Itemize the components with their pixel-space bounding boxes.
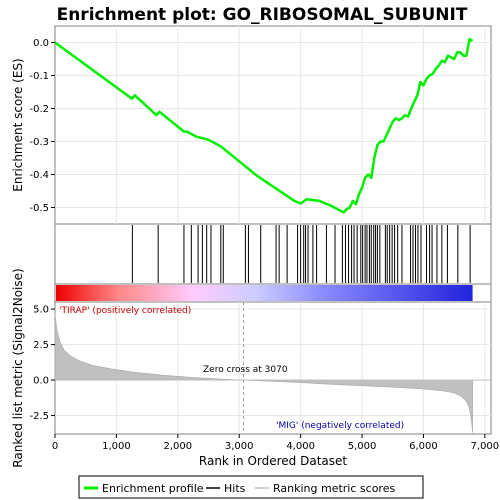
metric-y-tick-label: 5.0	[33, 305, 49, 316]
negative-correlation-label: 'MIG' (negatively correlated)	[276, 421, 404, 431]
metric-y-tick-label: 0.0	[33, 376, 49, 387]
gradient-group	[56, 285, 473, 301]
x-tick-label: 1,000	[102, 441, 131, 452]
es-y-tick-label: -0.5	[29, 203, 49, 214]
legend: Enrichment profile Hits Ranking metric s…	[78, 475, 424, 499]
x-axis-label: Rank in Ordered Dataset	[199, 454, 347, 468]
metric-panel-frame	[54, 301, 492, 435]
es-y-tick-label: -0.1	[29, 71, 49, 82]
es-y-tick-label: -0.3	[29, 137, 49, 148]
metric-y-axis-label: Ranked list metric (Signal2Noise)	[11, 268, 25, 467]
positive-correlation-label: 'TIRAP' (positively correlated)	[59, 306, 191, 316]
legend-metric-label: Ranking metric scores	[273, 482, 395, 495]
es-y-axis-label: Enrichment score (ES)	[11, 58, 25, 191]
x-tick-label: 5,000	[348, 441, 377, 452]
es-y-tick-label: -0.4	[29, 170, 49, 181]
x-tick-label: 6,000	[409, 441, 438, 452]
es-y-tick-label: 0.0	[33, 38, 49, 49]
es-y-ticks: 0.0 -0.1 -0.2 -0.3 -0.4 -0.5	[29, 38, 55, 214]
metric-y-ticks: 5.0 2.5 0.0 -2.5	[29, 305, 55, 422]
x-ticks: 0 1,000 2,000 3,000 4,000 5,000 6,000 7,000	[52, 434, 499, 452]
x-tick-label: 4,000	[286, 441, 315, 452]
es-grid	[55, 26, 491, 224]
metric-y-tick-label: 2.5	[33, 340, 49, 351]
x-tick-label: 2,000	[163, 441, 192, 452]
chart-title: Enrichment plot: GO_RIBOSOMAL_SUBUNIT	[57, 5, 468, 25]
hits-panel-frame	[54, 223, 492, 285]
legend-box	[78, 475, 424, 499]
x-tick-label: 3,000	[225, 441, 254, 452]
ranking-metric-area	[54, 313, 473, 433]
legend-hits-label: Hits	[224, 482, 246, 495]
metric-group	[54, 302, 491, 434]
zero-cross-label: Zero cross at 3070	[203, 365, 288, 375]
es-curve-group	[54, 37, 474, 214]
metric-y-tick-label: -2.5	[29, 411, 49, 422]
es-y-tick-label: -0.2	[29, 104, 49, 115]
hits-group	[131, 225, 471, 283]
x-tick-label: 7,000	[471, 441, 500, 452]
gradient-fill	[56, 285, 473, 301]
enrichment-profile-line	[54, 37, 474, 214]
es-panel-frame	[54, 25, 492, 225]
legend-enrichment-label: Enrichment profile	[102, 482, 204, 495]
x-tick-label: 0	[52, 441, 58, 452]
